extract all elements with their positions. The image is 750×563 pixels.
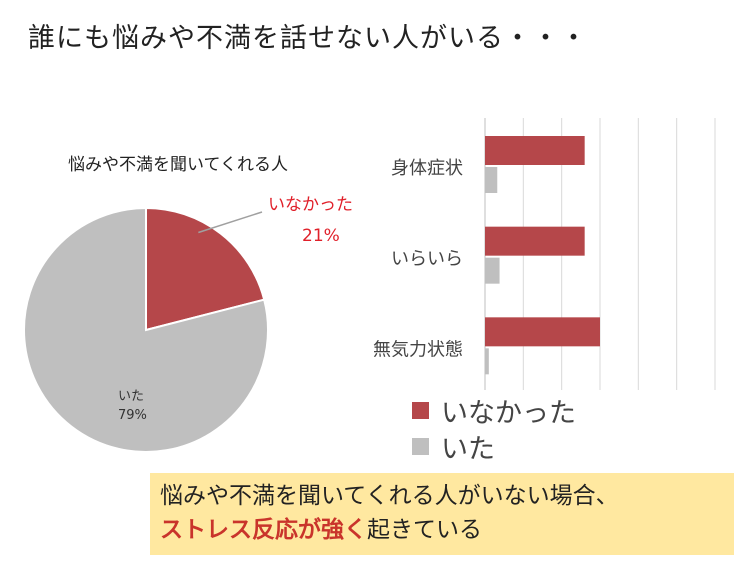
pie-label-value-ita: 79% bbox=[118, 408, 147, 423]
legend-swatch-ita bbox=[412, 437, 429, 455]
callout-rest: 起きている bbox=[367, 517, 482, 543]
legend-item-inakatta: いなかった bbox=[412, 392, 576, 429]
callout-line-1: 悩みや不満を聞いてくれる人がいない場合、 bbox=[160, 483, 619, 509]
legend-swatch-inakatta bbox=[412, 401, 429, 419]
bar-category-label-1: いらいら bbox=[391, 249, 463, 270]
pie-leader-line bbox=[198, 211, 263, 234]
callout-line-2: ストレス反応が強く起きている bbox=[160, 513, 724, 547]
callout-emphasis: ストレス反応が強く bbox=[160, 517, 367, 543]
legend-item-ita: いた bbox=[412, 428, 576, 465]
slide-title: 誰にも悩みや不満を話せない人がいる・・・ bbox=[28, 23, 588, 54]
bar-category-label-2: 無気力状態 bbox=[373, 339, 463, 360]
bar-0-2 bbox=[485, 317, 600, 347]
pie-slice-0 bbox=[145, 206, 266, 332]
bar-0-1 bbox=[485, 226, 585, 256]
summary-callout: 悩みや不満を聞いてくれる人がいない場合、 ストレス反応が強く起きている bbox=[150, 473, 734, 555]
bar-legend: いなかった いた bbox=[412, 392, 576, 465]
bar-1-0 bbox=[485, 167, 498, 193]
pie-chart bbox=[23, 206, 269, 453]
legend-label-ita: いた bbox=[441, 433, 495, 465]
pie-chart-title: 悩みや不満を聞いてくれる人 bbox=[68, 155, 288, 175]
legend-label-inakatta: いなかった bbox=[441, 397, 576, 429]
pie-label-name-ita: いた bbox=[118, 389, 145, 404]
bar-1-1 bbox=[485, 257, 500, 284]
pie-slice-1 bbox=[23, 206, 269, 453]
bar-0-0 bbox=[485, 136, 585, 165]
pie-label-name-inakatta: いなかった bbox=[268, 195, 353, 215]
pie-label-value-inakatta: 21% bbox=[302, 226, 340, 246]
bar-1-2 bbox=[485, 348, 489, 375]
bar-category-label-0: 身体症状 bbox=[391, 158, 463, 179]
